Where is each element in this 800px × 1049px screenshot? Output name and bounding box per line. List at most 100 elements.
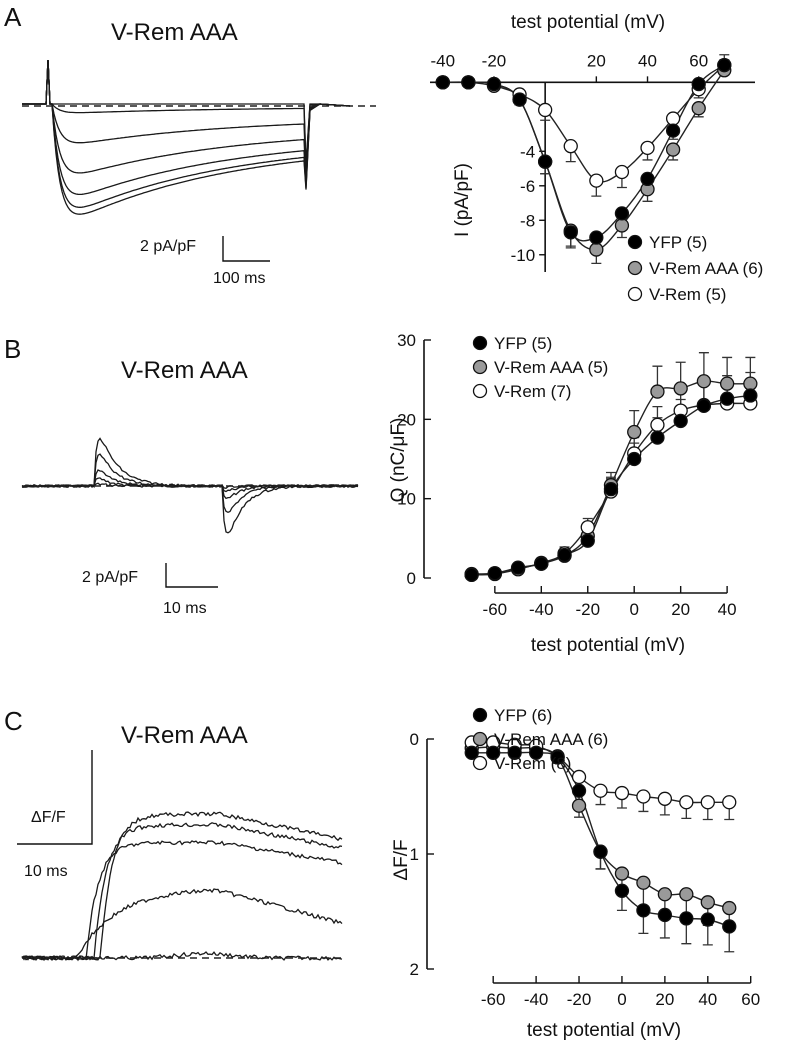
panel-a-point-v-rem-aaa-6 — [665, 142, 681, 157]
panel-a-point-v-rem-5 — [640, 140, 655, 156]
panel-b-x-axis-label: test potential (mV) — [531, 635, 685, 656]
panel-b-point-v-rem-7 — [650, 417, 665, 433]
panel-c-point-v-rem-aaa-6 — [636, 875, 651, 890]
panel-a-point-yfp-5 — [614, 206, 630, 221]
panel-b-legend-marker — [472, 383, 488, 399]
panel-c-point-yfp-6 — [657, 907, 673, 923]
panel-c-fluorescence-trace — [21, 811, 343, 962]
panel-c-point-v-rem-aaa-6 — [700, 895, 715, 910]
panel-a-point-v-rem-aaa-6 — [589, 242, 604, 257]
panel-a-current-trace — [22, 59, 351, 165]
panel-a-point-v-rem-5 — [589, 173, 604, 188]
panel-a-label: A — [4, 2, 22, 32]
panel-a-point-v-rem-5 — [538, 102, 553, 118]
panel-b-label: B — [4, 334, 21, 364]
panel-c-point-v-rem-8 — [571, 769, 587, 785]
panel-b-legend-label: V-Rem AAA (5) — [494, 358, 608, 377]
panel-c-x-tick-label: -20 — [567, 990, 592, 1009]
panel-c-y-tick-label: 0 — [410, 730, 419, 749]
panel-a-legend-marker — [627, 234, 643, 250]
panel-a-fit-v-rem-aaa-6 — [442, 69, 725, 251]
panel-b-x-tick-label: -60 — [483, 600, 508, 619]
panel-b-point-v-rem-aaa-5 — [719, 376, 735, 391]
panel-a-fit-yfp-5 — [442, 64, 725, 242]
panel-b-point-v-rem-aaa-5 — [627, 424, 642, 440]
panel-a-point-v-rem-5 — [563, 138, 578, 154]
panel-b-point-v-rem-aaa-5 — [673, 381, 688, 396]
panel-b-x-tick-label: 0 — [629, 600, 638, 619]
panel-b-point-v-rem-aaa-5 — [696, 374, 712, 389]
panel-a-current-trace — [22, 59, 351, 181]
panel-c-scale-x-label: 10 ms — [24, 863, 68, 880]
panel-c-point-v-rem-8 — [614, 785, 630, 801]
panel-b-y-tick-label: 20 — [397, 410, 416, 429]
panel-a-current-traces — [22, 59, 351, 215]
panel-b-x-tick-label: -40 — [529, 600, 554, 619]
panel-a-x-tick-label: 40 — [638, 51, 657, 70]
panel-c-x-tick-label: 20 — [655, 990, 674, 1009]
panel-c-x-tick-label: 40 — [698, 990, 717, 1009]
panel-a-y-tick-label: -4 — [520, 142, 535, 161]
panel-c-point-v-rem-aaa-6 — [722, 900, 737, 916]
panel-a-current-trace — [22, 59, 351, 208]
panel-c-point-v-rem-aaa-6 — [657, 887, 673, 902]
panel-c-point-v-rem-aaa-6 — [614, 866, 630, 881]
panel-c-x-axis-label: test potential (mV) — [527, 1020, 681, 1041]
panel-b-legend-marker — [472, 359, 488, 375]
panel-a-x-tick-label: 20 — [587, 51, 606, 70]
panel-c-point-v-rem-8 — [679, 795, 694, 810]
panel-a-legend-label: V-Rem (5) — [649, 285, 726, 304]
panel-c-point-yfp-6 — [679, 911, 694, 926]
panel-c-legend-label: V-Rem AAA (6) — [494, 730, 608, 749]
panel-a-x-tick-label: -20 — [482, 51, 507, 70]
panel-a-legend-label: YFP (5) — [649, 233, 707, 252]
panel-a-current-trace — [22, 59, 351, 174]
panel-c-point-yfp-6 — [550, 750, 565, 765]
panel-b-point-yfp-5 — [743, 388, 758, 403]
panel-b-point-yfp-5 — [603, 481, 619, 497]
panel-c-x-tick-label: 60 — [741, 990, 760, 1009]
panel-b-point-v-rem-aaa-5 — [743, 376, 758, 391]
panel-a-y-tick-label: -10 — [511, 246, 536, 265]
panel-c-fv-plot: 0 1 2 -60 -40 -20 0 20 40 60 test potential (mV) ΔF… — [391, 706, 760, 1041]
panel-c-point-v-rem-8 — [593, 783, 608, 798]
panel-b-point-yfp-5 — [510, 560, 526, 575]
panel-b-charge-trace — [21, 469, 359, 500]
panel-a-current-trace — [22, 59, 351, 196]
panel-a-point-yfp-5 — [589, 230, 604, 245]
panel-c-y-tick-label: 2 — [410, 960, 419, 979]
panel-a-x-tick-label: 60 — [689, 51, 708, 70]
panel-b-point-yfp-5 — [627, 451, 642, 467]
panel-a-x-axis-label: test potential (mV) — [511, 12, 665, 33]
panel-b-point-yfp-5 — [719, 391, 735, 406]
panel-a-iv-plot: -40 -20 20 40 60 -4 -6 -8 -10 test potential (mV)… — [430, 12, 763, 304]
panel-b-point-yfp-5 — [464, 567, 479, 582]
panel-c-legend-label: YFP (6) — [494, 706, 552, 725]
panel-c-y-axis-label: ΔF/F — [391, 839, 412, 880]
panel-b-x-tick-label: 20 — [671, 600, 690, 619]
panel-b-point-v-rem-7 — [580, 520, 595, 535]
panel-b-y-axis-label: Q (nC/μF) — [388, 418, 409, 503]
panel-c-y-tick-label: 1 — [410, 845, 419, 864]
panel-b-charge-trace — [21, 453, 359, 514]
panel-c-point-yfp-6 — [593, 844, 608, 859]
panel-a-legend-marker — [627, 286, 643, 302]
panel-a-point-v-rem-5 — [665, 111, 681, 126]
panel-b-scale-bar — [165, 563, 218, 588]
panel-a-current-trace — [22, 59, 351, 215]
panel-a-point-yfp-5 — [665, 123, 681, 138]
panel-b-scale-x-label: 10 ms — [163, 600, 207, 617]
panel-a-point-v-rem-aaa-6 — [691, 101, 706, 116]
panel-b-point-yfp-5 — [696, 398, 712, 413]
panel-a-point-yfp-5 — [512, 92, 527, 107]
panel-a-x-tick-label: -40 — [431, 51, 456, 70]
panel-c-point-v-rem-aaa-6 — [571, 798, 587, 813]
panel-a-legend-marker — [627, 260, 643, 276]
panel-a-point-yfp-5 — [717, 57, 732, 73]
panel-b-trace-title: V-Rem AAA — [121, 357, 248, 384]
panel-c-legend-marker — [472, 731, 488, 747]
panel-a-point-yfp-5 — [486, 76, 502, 92]
panel-c-point-yfp-6 — [507, 745, 522, 760]
panel-c-point-yfp-6 — [486, 745, 501, 760]
panel-b-point-yfp-5 — [580, 533, 595, 548]
